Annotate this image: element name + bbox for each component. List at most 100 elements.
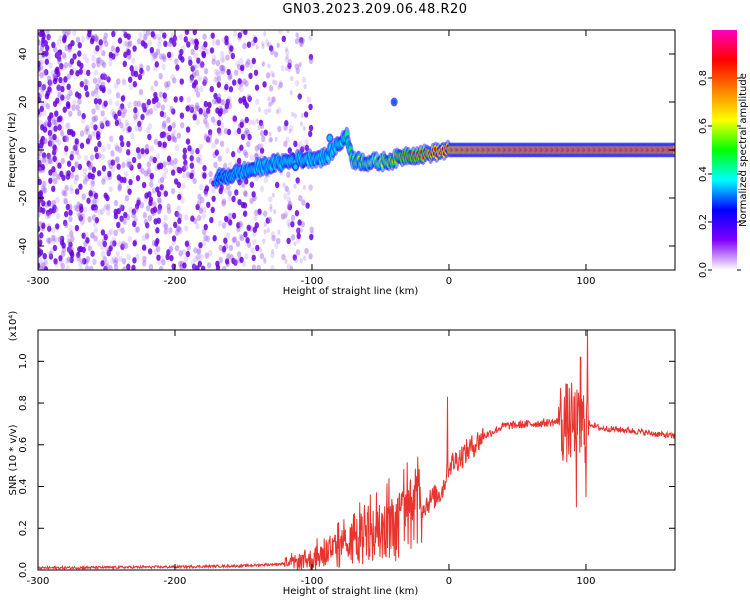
noise-cell <box>196 57 201 64</box>
noise-cell <box>77 246 82 253</box>
noise-cell <box>90 173 95 180</box>
noise-cell <box>47 86 52 93</box>
noise-cell <box>272 79 276 85</box>
noise-cell <box>83 78 88 85</box>
y-tick-label: 0.0 <box>18 562 29 578</box>
noise-cell <box>49 247 55 254</box>
noise-cell <box>133 217 138 225</box>
noise-cell <box>276 237 281 245</box>
noise-cell <box>189 162 195 169</box>
noise-cell <box>188 59 193 66</box>
noise-cell <box>268 45 274 52</box>
noise-cell <box>211 142 216 149</box>
noise-cell <box>172 77 177 84</box>
noise-cell <box>122 79 127 86</box>
noise-cell <box>245 237 250 244</box>
noise-cell <box>115 145 120 152</box>
noise-cell <box>198 158 203 166</box>
noise-cell <box>172 221 178 229</box>
noise-cell <box>195 147 200 155</box>
noise-cell <box>102 240 108 248</box>
noise-cell <box>237 32 243 39</box>
noise-cell <box>80 258 85 265</box>
noise-cell <box>243 130 248 137</box>
noise-cell <box>126 253 131 261</box>
noise-cell <box>205 136 211 143</box>
noise-cell <box>163 40 168 48</box>
noise-cell <box>162 55 167 63</box>
noise-cell <box>110 159 116 166</box>
noise-cell <box>144 148 150 155</box>
noise-cell <box>206 107 211 114</box>
noise-cell <box>132 81 138 88</box>
noise-cell <box>105 120 110 127</box>
noise-cell <box>277 30 283 35</box>
noise-cell <box>265 217 270 224</box>
noise-cell <box>267 63 271 69</box>
noise-cell <box>80 217 86 225</box>
noise-cell <box>74 204 79 211</box>
noise-cell <box>172 163 177 170</box>
noise-cell <box>167 125 173 132</box>
noise-cell <box>51 166 56 173</box>
noise-cell <box>149 155 154 163</box>
noise-cell <box>217 220 223 227</box>
noise-cell <box>298 140 303 148</box>
noise-cell <box>47 120 52 128</box>
noise-cell <box>202 172 207 179</box>
noise-cell <box>108 51 114 59</box>
noise-cell <box>154 61 159 68</box>
noise-cell <box>156 33 162 40</box>
noise-cell <box>78 183 83 190</box>
noise-cell <box>153 80 159 87</box>
noise-cell <box>239 144 244 151</box>
noise-cell <box>91 166 97 173</box>
noise-cell <box>153 138 159 145</box>
noise-cell <box>150 31 155 38</box>
noise-cell <box>68 110 73 117</box>
noise-cell <box>53 258 58 265</box>
noise-cell <box>85 138 91 145</box>
noise-cell <box>225 54 230 61</box>
noise-cell <box>244 151 249 159</box>
noise-cell <box>56 39 62 46</box>
noise-cell <box>178 250 183 257</box>
noise-cell <box>139 201 145 209</box>
noise-cell <box>102 175 107 182</box>
noise-cell <box>194 105 199 112</box>
noise-cell <box>269 206 273 212</box>
noise-cell <box>179 95 184 103</box>
noise-cell <box>289 265 293 270</box>
noise-cell <box>297 93 302 100</box>
noise-cell <box>190 259 195 266</box>
noise-cell <box>99 122 105 130</box>
noise-cell <box>246 94 252 101</box>
noise-cell <box>309 233 314 241</box>
noise-cell <box>65 265 70 270</box>
noise-cell <box>298 194 303 202</box>
noise-cell <box>89 265 94 270</box>
noise-cell <box>202 33 207 40</box>
noise-cell <box>146 98 152 106</box>
noise-cell <box>296 227 300 233</box>
noise-cell <box>106 204 111 211</box>
noise-cell <box>56 173 61 180</box>
noise-cell <box>59 170 64 178</box>
noise-cell <box>126 41 132 48</box>
noise-cell <box>41 109 47 117</box>
noise-cell <box>93 115 99 122</box>
noise-cell <box>243 190 248 198</box>
noise-cell <box>231 115 236 122</box>
noise-cell <box>64 257 69 265</box>
noise-cell <box>202 206 207 214</box>
noise-cell <box>48 79 54 87</box>
noise-cell <box>231 257 236 265</box>
noise-cell <box>58 65 64 72</box>
noise-cell <box>39 266 45 270</box>
noise-cell <box>72 144 77 152</box>
noise-cell <box>309 226 314 233</box>
noise-cell <box>59 130 65 137</box>
noise-cell <box>213 92 218 100</box>
noise-cell <box>302 184 306 191</box>
noise-cell <box>197 153 203 161</box>
